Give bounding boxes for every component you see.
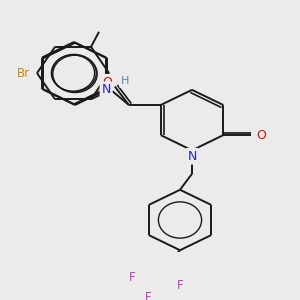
Text: H: H [121, 76, 129, 86]
Text: F: F [145, 291, 151, 300]
Text: N: N [101, 83, 111, 96]
Text: O: O [256, 129, 266, 142]
Text: F: F [129, 271, 135, 284]
Text: O: O [102, 76, 112, 89]
Text: N: N [187, 150, 197, 163]
Text: Br: Br [16, 67, 30, 80]
Text: F: F [177, 279, 183, 292]
